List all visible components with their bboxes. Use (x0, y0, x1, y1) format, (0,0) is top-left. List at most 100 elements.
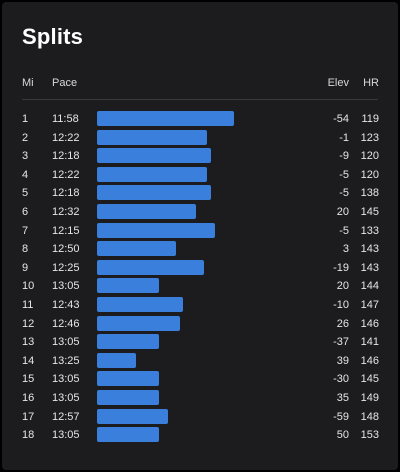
split-heart-rate: 133 (360, 224, 379, 237)
split-mile: 14 (22, 354, 35, 367)
split-row: 9 12:25 -19 143 (2, 259, 398, 278)
pace-bar (97, 111, 234, 126)
column-header-pace: Pace (52, 77, 78, 89)
split-mile: 2 (22, 131, 29, 144)
split-heart-rate: 148 (360, 410, 379, 423)
split-mile: 3 (22, 150, 29, 163)
split-heart-rate: 144 (360, 280, 379, 293)
split-pace: 12:22 (52, 131, 80, 144)
split-row: 4 12:22 -5 120 (2, 166, 398, 185)
split-mile: 12 (22, 317, 35, 330)
split-elevation: 3 (342, 243, 349, 256)
split-pace: 12:25 (52, 261, 80, 274)
pace-bar (97, 408, 168, 424)
split-mile: 11 (22, 298, 34, 311)
pace-bar (97, 334, 159, 350)
split-elevation: -59 (333, 410, 349, 423)
split-heart-rate: 147 (360, 298, 379, 311)
split-elevation: 20 (336, 205, 349, 218)
split-mile: 6 (22, 205, 29, 218)
split-mile: 10 (22, 280, 35, 293)
split-elevation: 39 (336, 354, 349, 367)
pace-bar (97, 241, 176, 257)
split-row: 18 13:05 50 153 (2, 426, 398, 445)
split-row: 5 12:18 -5 138 (2, 184, 398, 203)
column-header-elev: Elev (327, 77, 349, 89)
split-row: 10 13:05 20 144 (2, 277, 398, 296)
split-mile: 18 (22, 429, 35, 442)
split-pace: 12:43 (52, 298, 80, 311)
split-mile: 4 (22, 168, 29, 181)
split-heart-rate: 143 (360, 261, 379, 274)
split-elevation: -30 (333, 373, 349, 386)
split-heart-rate: 145 (360, 205, 379, 218)
splits-list: 1 11:58 -54 119 2 12:22 -1 123 3 12:18 -9 120 4 12:22… (2, 110, 398, 445)
split-heart-rate: 146 (360, 354, 379, 367)
page-title: Splits (22, 24, 84, 49)
pace-bar (97, 371, 159, 387)
split-row: 11 12:43 -10 147 (2, 296, 398, 315)
pace-bar (97, 203, 196, 219)
splits-header: Mi Pace Elev HR (2, 74, 398, 90)
split-mile: 7 (22, 224, 29, 237)
split-row: 14 13:25 39 146 (2, 352, 398, 371)
split-elevation: -5 (339, 168, 349, 181)
split-mile: 8 (22, 243, 29, 256)
pace-bar (97, 148, 211, 164)
split-pace: 12:57 (52, 410, 80, 423)
split-row: 16 13:05 35 149 (2, 389, 398, 408)
split-row: 12 12:46 26 146 (2, 315, 398, 334)
split-pace: 13:05 (52, 391, 80, 404)
split-heart-rate: 153 (360, 429, 379, 442)
pace-bar (97, 278, 159, 294)
split-pace: 13:05 (52, 280, 80, 293)
pace-bar (97, 129, 207, 145)
pace-bar (97, 352, 136, 368)
split-row: 3 12:18 -9 120 (2, 147, 398, 166)
split-pace: 12:18 (52, 150, 80, 163)
split-row: 1 11:58 -54 119 (2, 110, 398, 129)
split-mile: 17 (22, 410, 35, 423)
split-mile: 5 (22, 187, 29, 200)
split-pace: 12:18 (52, 187, 80, 200)
split-elevation: -19 (333, 261, 349, 274)
split-pace: 13:05 (52, 429, 80, 442)
column-header-hr: HR (363, 77, 379, 89)
split-heart-rate: 149 (360, 391, 379, 404)
split-row: 15 13:05 -30 145 (2, 370, 398, 389)
split-pace: 12:32 (52, 205, 80, 218)
pace-bar (97, 259, 204, 275)
split-row: 6 12:32 20 145 (2, 203, 398, 222)
split-mile: 13 (22, 336, 35, 349)
pace-bar (97, 427, 159, 443)
split-elevation: 50 (336, 429, 349, 442)
split-pace: 13:05 (52, 336, 80, 349)
split-row: 13 13:05 -37 141 (2, 333, 398, 352)
split-elevation: 35 (336, 391, 349, 404)
split-mile: 16 (22, 391, 35, 404)
split-pace: 12:22 (52, 168, 80, 181)
pace-bar (97, 222, 215, 238)
split-heart-rate: 143 (360, 243, 379, 256)
split-heart-rate: 123 (360, 131, 379, 144)
split-row: 17 12:57 -59 148 (2, 408, 398, 427)
split-heart-rate: 145 (360, 373, 379, 386)
header-divider (22, 99, 378, 100)
split-row: 7 12:15 -5 133 (2, 222, 398, 241)
split-elevation: -10 (333, 298, 349, 311)
split-pace: 13:25 (52, 354, 80, 367)
split-elevation: -54 (333, 113, 349, 125)
split-row: 2 12:22 -1 123 (2, 129, 398, 148)
split-mile: 1 (22, 113, 29, 125)
split-pace: 13:05 (52, 373, 80, 386)
split-heart-rate: 146 (360, 317, 379, 330)
pace-bar (97, 166, 207, 182)
split-mile: 9 (22, 261, 29, 274)
pace-bar (97, 315, 180, 331)
split-elevation: -9 (339, 150, 349, 163)
split-heart-rate: 120 (360, 168, 379, 181)
column-header-mi: Mi (22, 77, 34, 89)
split-elevation: -1 (339, 131, 349, 144)
split-heart-rate: 138 (360, 187, 379, 200)
